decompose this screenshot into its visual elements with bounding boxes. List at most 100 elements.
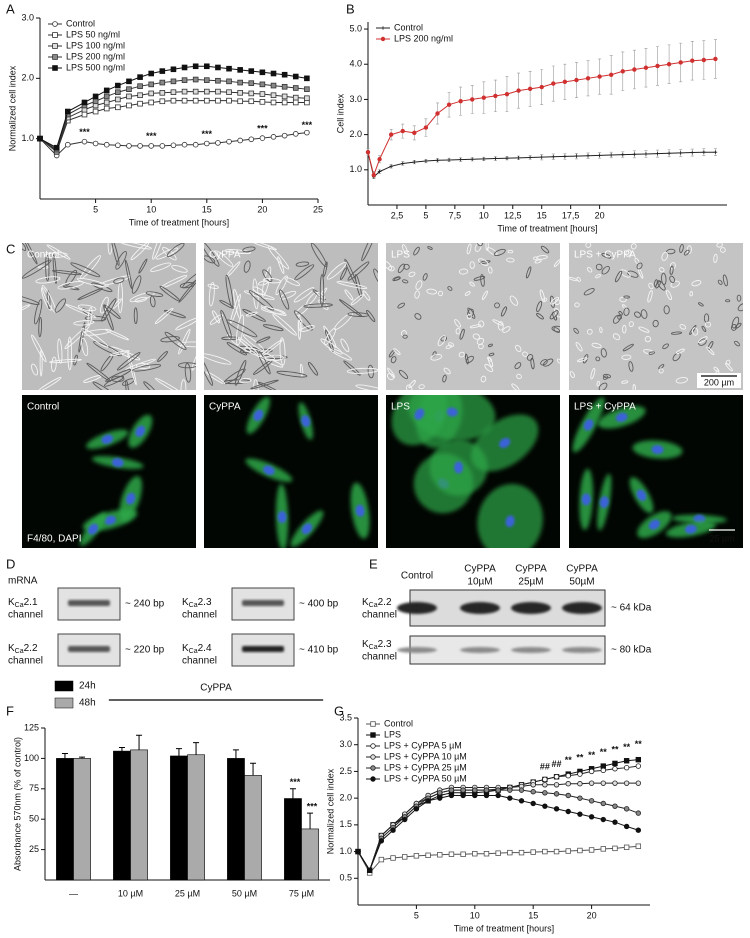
y-tick-label: 1.0	[21, 133, 34, 143]
x-tick-label: 17,5	[562, 210, 580, 220]
point	[192, 97, 199, 104]
cell	[260, 305, 287, 316]
cell	[670, 331, 683, 335]
cell	[398, 369, 409, 380]
cell	[70, 262, 101, 278]
channel-number: 2.2	[378, 597, 392, 608]
cell	[653, 279, 658, 287]
point	[412, 160, 417, 164]
point	[402, 854, 408, 860]
point	[470, 97, 475, 102]
cell	[612, 314, 621, 324]
cell	[661, 251, 669, 261]
cell	[204, 355, 214, 386]
point	[623, 823, 630, 830]
point	[588, 798, 595, 804]
cell	[665, 289, 672, 301]
cell	[514, 362, 522, 370]
cell	[601, 253, 612, 259]
point	[597, 153, 602, 158]
point	[159, 143, 166, 149]
nucleus	[648, 519, 660, 530]
point	[470, 157, 475, 162]
point	[472, 787, 478, 793]
point	[137, 83, 143, 89]
y-tick-label: 1.0	[339, 846, 352, 856]
nucleus	[583, 419, 594, 431]
error-bar	[289, 788, 296, 799]
point	[448, 851, 455, 857]
nucleus	[581, 493, 591, 506]
point	[507, 849, 513, 856]
cell	[583, 288, 595, 296]
y-tick-label: 4.0	[349, 59, 362, 69]
point	[702, 150, 706, 155]
blot-band	[562, 602, 602, 614]
nucleus	[277, 511, 287, 524]
annotation: ***	[257, 123, 268, 133]
cell	[598, 382, 608, 390]
cell	[623, 307, 630, 316]
point	[507, 787, 513, 793]
point	[600, 780, 606, 786]
cell	[112, 298, 122, 309]
point	[65, 141, 71, 148]
point	[381, 26, 385, 30]
channel-word: channel	[182, 656, 217, 667]
error-bar	[79, 756, 86, 759]
cell	[262, 277, 282, 284]
cell	[77, 304, 97, 312]
cell	[245, 311, 258, 317]
cell	[542, 297, 548, 303]
point	[259, 91, 266, 97]
point	[530, 789, 536, 795]
panel-label: C	[6, 241, 15, 256]
cell	[239, 377, 252, 384]
cell	[125, 358, 156, 371]
point	[92, 108, 99, 115]
y-tick-label: 3.5	[339, 712, 352, 722]
point	[365, 150, 371, 155]
cell	[595, 263, 603, 271]
point	[574, 154, 579, 158]
cell	[465, 355, 474, 364]
bar	[73, 758, 91, 881]
error-bar	[61, 753, 68, 759]
gel-band	[242, 600, 284, 606]
cell	[52, 254, 57, 285]
cell	[133, 307, 138, 325]
cell	[38, 317, 43, 338]
cell	[152, 243, 164, 260]
cell	[622, 343, 634, 352]
cell	[689, 291, 694, 297]
legend-label: 24h	[79, 681, 96, 692]
annotation: ***	[146, 131, 157, 141]
point	[226, 97, 232, 104]
cell	[225, 274, 234, 308]
x-tick-label: 2,5	[391, 210, 404, 220]
nucleus	[301, 415, 311, 428]
cell	[76, 277, 109, 288]
point	[53, 144, 60, 151]
cell	[469, 281, 475, 287]
cell	[163, 309, 186, 319]
cell	[48, 358, 82, 364]
point	[215, 140, 221, 146]
point	[495, 850, 501, 856]
micrograph	[22, 395, 196, 548]
nucleus	[615, 412, 628, 423]
cell	[574, 302, 580, 308]
cell	[256, 336, 271, 344]
point	[248, 98, 255, 105]
point	[539, 84, 544, 90]
cell	[573, 327, 579, 334]
cell	[478, 320, 485, 328]
point	[437, 795, 443, 801]
point	[388, 132, 394, 137]
point	[115, 142, 121, 149]
channel-word: channel	[182, 610, 217, 621]
y-tick-label: 3.0	[349, 94, 362, 104]
cell	[418, 384, 425, 390]
point	[586, 153, 590, 158]
